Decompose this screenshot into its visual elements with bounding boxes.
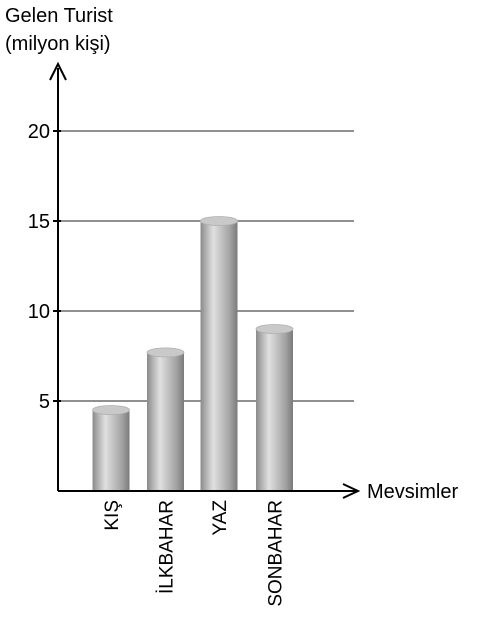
y-tick-label: 15 — [28, 211, 50, 233]
bar-body — [200, 221, 238, 491]
y-tick-label: 20 — [28, 121, 50, 143]
bar-sonbahar — [255, 324, 294, 491]
category-label-yaz: YAZ — [210, 500, 231, 536]
bar-top-cap — [255, 324, 294, 334]
y-axis-arrow — [49, 61, 67, 81]
bar-i̇lkbahar — [146, 347, 185, 491]
bar-top-cap — [146, 347, 185, 358]
category-label-sonbahar: SONBAHAR — [266, 500, 287, 607]
y-tick-label: 5 — [39, 391, 50, 413]
y-axis-label-line-1: Gelen Turist — [5, 5, 113, 27]
category-labels: KIŞ İLKBAHAR YAZ SONBAHAR — [102, 500, 287, 607]
category-label-i̇lkbahar: İLKBAHAR — [157, 500, 178, 594]
bar-body — [256, 329, 293, 491]
x-axis-label: Mevsimler — [367, 481, 458, 503]
bar-body — [92, 410, 130, 491]
x-axis-arrow — [342, 483, 361, 499]
y-axis-label-line-2: (milyon kişi) — [5, 33, 111, 55]
y-tick-label: 10 — [28, 301, 50, 323]
category-label-kiş: KIŞ — [102, 500, 123, 531]
bar-top-cap — [200, 216, 238, 226]
bars — [92, 216, 294, 491]
bar-kiş — [92, 405, 130, 491]
bar-top-cap — [92, 405, 130, 415]
bar-body — [147, 352, 184, 491]
bar-yaz — [200, 216, 238, 491]
y-ticks: 5 10 15 20 — [28, 121, 61, 413]
